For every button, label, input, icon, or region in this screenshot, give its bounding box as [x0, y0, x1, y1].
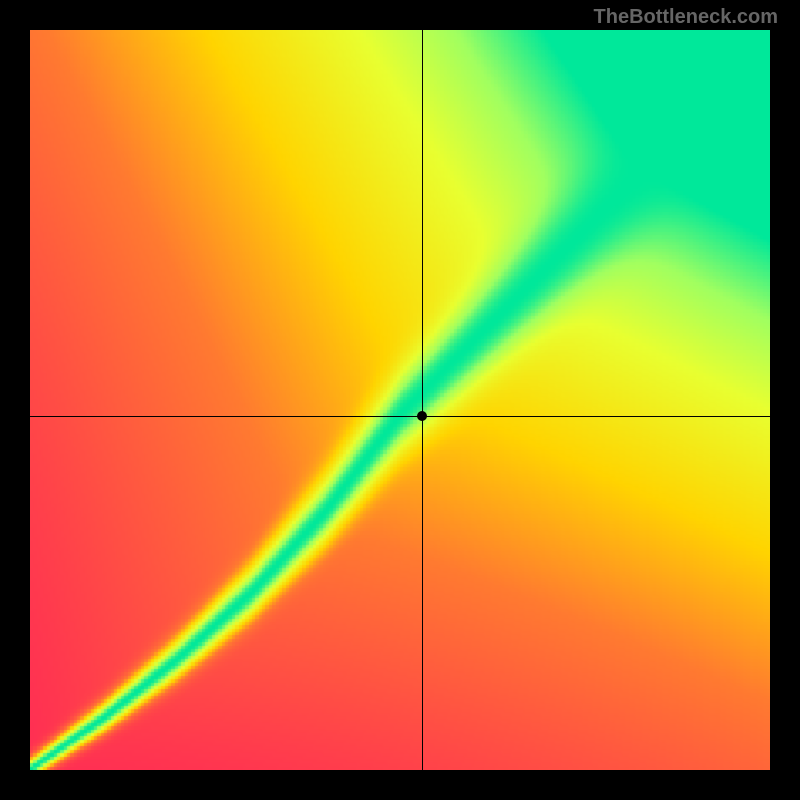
- crosshair-horizontal: [30, 416, 770, 417]
- chart-container: TheBottleneck.com: [0, 0, 800, 800]
- heatmap-canvas: [30, 30, 770, 770]
- plot-area: [30, 30, 770, 770]
- crosshair-marker: [417, 411, 427, 421]
- watermark-text: TheBottleneck.com: [594, 6, 778, 29]
- crosshair-vertical: [422, 30, 423, 770]
